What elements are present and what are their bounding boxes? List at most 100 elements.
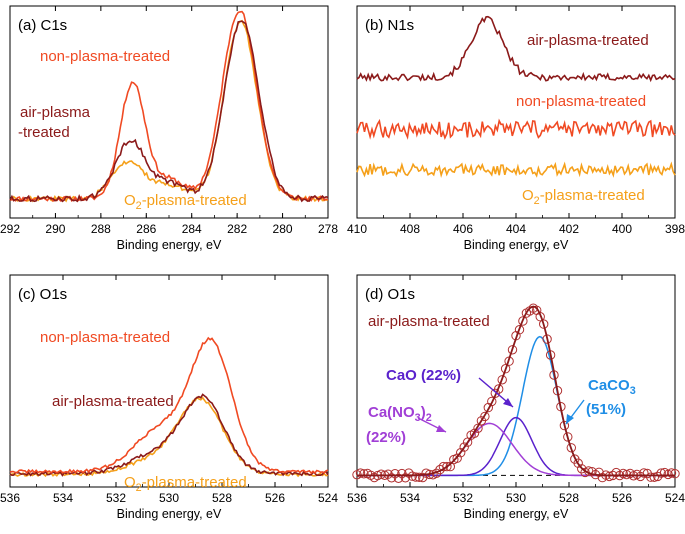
o1s-b-data-point: [666, 468, 677, 478]
o1s-b-data-point: [456, 448, 466, 458]
o1s-a-xtick-label: 534: [53, 491, 73, 505]
o1s-a-labels: non-plasma-treated air-plasma-treated O2-p…: [40, 329, 247, 494]
o1s-b-label-cano3: Ca(NO3)2: [368, 404, 432, 424]
o1s-b-data-point: [518, 316, 528, 326]
o1s-b-xtick-label: 530: [506, 491, 526, 505]
o1s-b-arrowhead-cano3: [436, 425, 446, 432]
o1s-b-data-point: [656, 468, 666, 478]
c1s-title: (a) C1s: [18, 17, 67, 34]
n1s-label-o2: O2-plasma-treated: [522, 187, 645, 207]
c1s-xtick-label: 292: [0, 222, 20, 236]
o1s-b-arrowhead-cao: [503, 398, 513, 407]
o1s-b-xtick-label: 524: [665, 491, 685, 505]
o1s-b-data-point: [566, 443, 576, 453]
c1s-label-non: non-plasma-treated: [40, 48, 170, 65]
n1s-series-air: [356, 15, 676, 83]
o1s-a-title: (c) O1s: [18, 286, 67, 303]
c1s-label-air-1: air-plasma: [20, 104, 91, 121]
o1s-b-data-point: [563, 432, 573, 442]
o1s-b-data-point: [359, 469, 369, 479]
o1s-b-arrowhead-caco3: [566, 414, 574, 424]
o1s-a-xlabel: Binding energy, eV: [117, 507, 222, 521]
o1s-b-component-cao: [357, 416, 675, 477]
o1s-b-data-point: [594, 467, 604, 477]
o1s-b-data-point: [469, 428, 480, 438]
c1s-xtick-label: 280: [273, 222, 293, 236]
o1s-a-xtick-label: 528: [212, 491, 232, 505]
o1s-b-label-caco3: CaCO3: [588, 377, 636, 397]
c1s-xtick-label: 284: [182, 222, 202, 236]
o1s-b-data-point: [355, 468, 366, 478]
o1s-b-data-point: [459, 442, 469, 452]
o1s-b-data-point: [539, 319, 549, 329]
c1s-label-o2: O2-plasma-treated: [124, 192, 247, 212]
o1s-a-series-non: [9, 336, 329, 475]
o1s-a-xtick-label: 524: [318, 491, 338, 505]
o1s-b-data-point: [473, 423, 483, 433]
o1s-b-data-point: [497, 375, 507, 385]
o1s-b-data-point: [452, 453, 462, 463]
o1s-b-data-point: [404, 468, 414, 478]
c1s-series-air: [9, 20, 329, 203]
o1s-a-series-air: [9, 393, 329, 477]
n1s-series-non: [356, 118, 676, 140]
o1s-b-data-point: [507, 345, 518, 355]
o1s-b-data-point: [649, 472, 659, 482]
o1s-b-data-point: [494, 384, 504, 394]
n1s-series-o2: [356, 161, 676, 178]
c1s-axes: 292 290 288 286 284 282 280 278 Binding energy, …: [0, 5, 338, 252]
c1s-labels: non-plasma-treated air-plasma -treated O2-p…: [18, 48, 247, 212]
o1s-b-data-point: [411, 472, 421, 482]
o1s-b-xtick-label: 532: [453, 491, 473, 505]
n1s-xtick-label: 410: [347, 222, 367, 236]
n1s-axes: 410 408 406 404 402 400 398 Binding energy, eV (…: [347, 5, 685, 252]
o1s-b-labels: air-plasma-treated CaO (22%) CaCO3 (51%) Ca(…: [366, 313, 636, 446]
c1s-label-air-2: -treated: [18, 124, 70, 141]
n1s-xtick-label: 406: [453, 222, 473, 236]
n1s-xtick-label: 400: [612, 222, 632, 236]
o1s-b-label-cano3-percent: (22%): [366, 429, 406, 446]
o1s-a-xtick-label: 530: [159, 491, 179, 505]
o1s-b-label-cao: CaO (22%): [386, 367, 461, 384]
n1s-xlabel: Binding energy, eV: [464, 238, 569, 252]
o1s-a-frame: [9, 274, 329, 488]
o1s-b-data-point: [383, 469, 393, 479]
o1s-a-label-non: non-plasma-treated: [40, 329, 170, 346]
o1s-b-xtick-label: 536: [347, 491, 367, 505]
o1s-b-data-point: [487, 396, 497, 407]
c1s-xtick-label: 278: [318, 222, 338, 236]
n1s-labels: air-plasma-treated non-plasma-treated O2-p…: [516, 32, 649, 207]
o1s-b-data-point: [639, 468, 649, 478]
o1s-b-xtick-label: 534: [400, 491, 420, 505]
o1s-b-data-point: [646, 472, 656, 482]
o1s-b-data-point: [400, 473, 411, 483]
o1s-b-title: (d) O1s: [365, 286, 415, 303]
c1s-series-non: [9, 10, 329, 203]
n1s-xtick-label: 398: [665, 222, 685, 236]
o1s-b-data-point: [577, 464, 587, 474]
o1s-b-data-point: [442, 461, 452, 472]
o1s-b-label-caco3-percent: (51%): [586, 401, 626, 418]
o1s-b-xtick-label: 528: [559, 491, 579, 505]
o1s-a-xtick-label: 532: [106, 491, 126, 505]
o1s-a-label-air: air-plasma-treated: [52, 393, 174, 410]
n1s-xtick-label: 408: [400, 222, 420, 236]
n1s-label-air: air-plasma-treated: [527, 32, 649, 49]
o1s-b-data-point: [525, 306, 535, 316]
o1s-b-envelope: [357, 305, 675, 477]
c1s-xtick-label: 288: [91, 222, 111, 236]
n1s-xtick-label: 402: [559, 222, 579, 236]
o1s-b-data-point: [625, 468, 635, 479]
o1s-b-data-point: [573, 458, 583, 468]
o1s-b-xlabel: Binding energy, eV: [464, 507, 569, 521]
o1s-b-axes: 536 534 532 530 528 526 524 Binding energy, eV (…: [347, 274, 685, 521]
o1s-b-data-point: [480, 411, 490, 422]
n1s-label-non: non-plasma-treated: [516, 93, 646, 110]
o1s-b-data-point: [670, 469, 680, 479]
o1s-b-data-point: [414, 472, 424, 482]
n1s-xtick-label: 404: [506, 222, 526, 236]
o1s-b-data-point: [514, 325, 525, 335]
n1s-title: (b) N1s: [365, 17, 414, 34]
o1s-b-data-point: [393, 473, 404, 483]
